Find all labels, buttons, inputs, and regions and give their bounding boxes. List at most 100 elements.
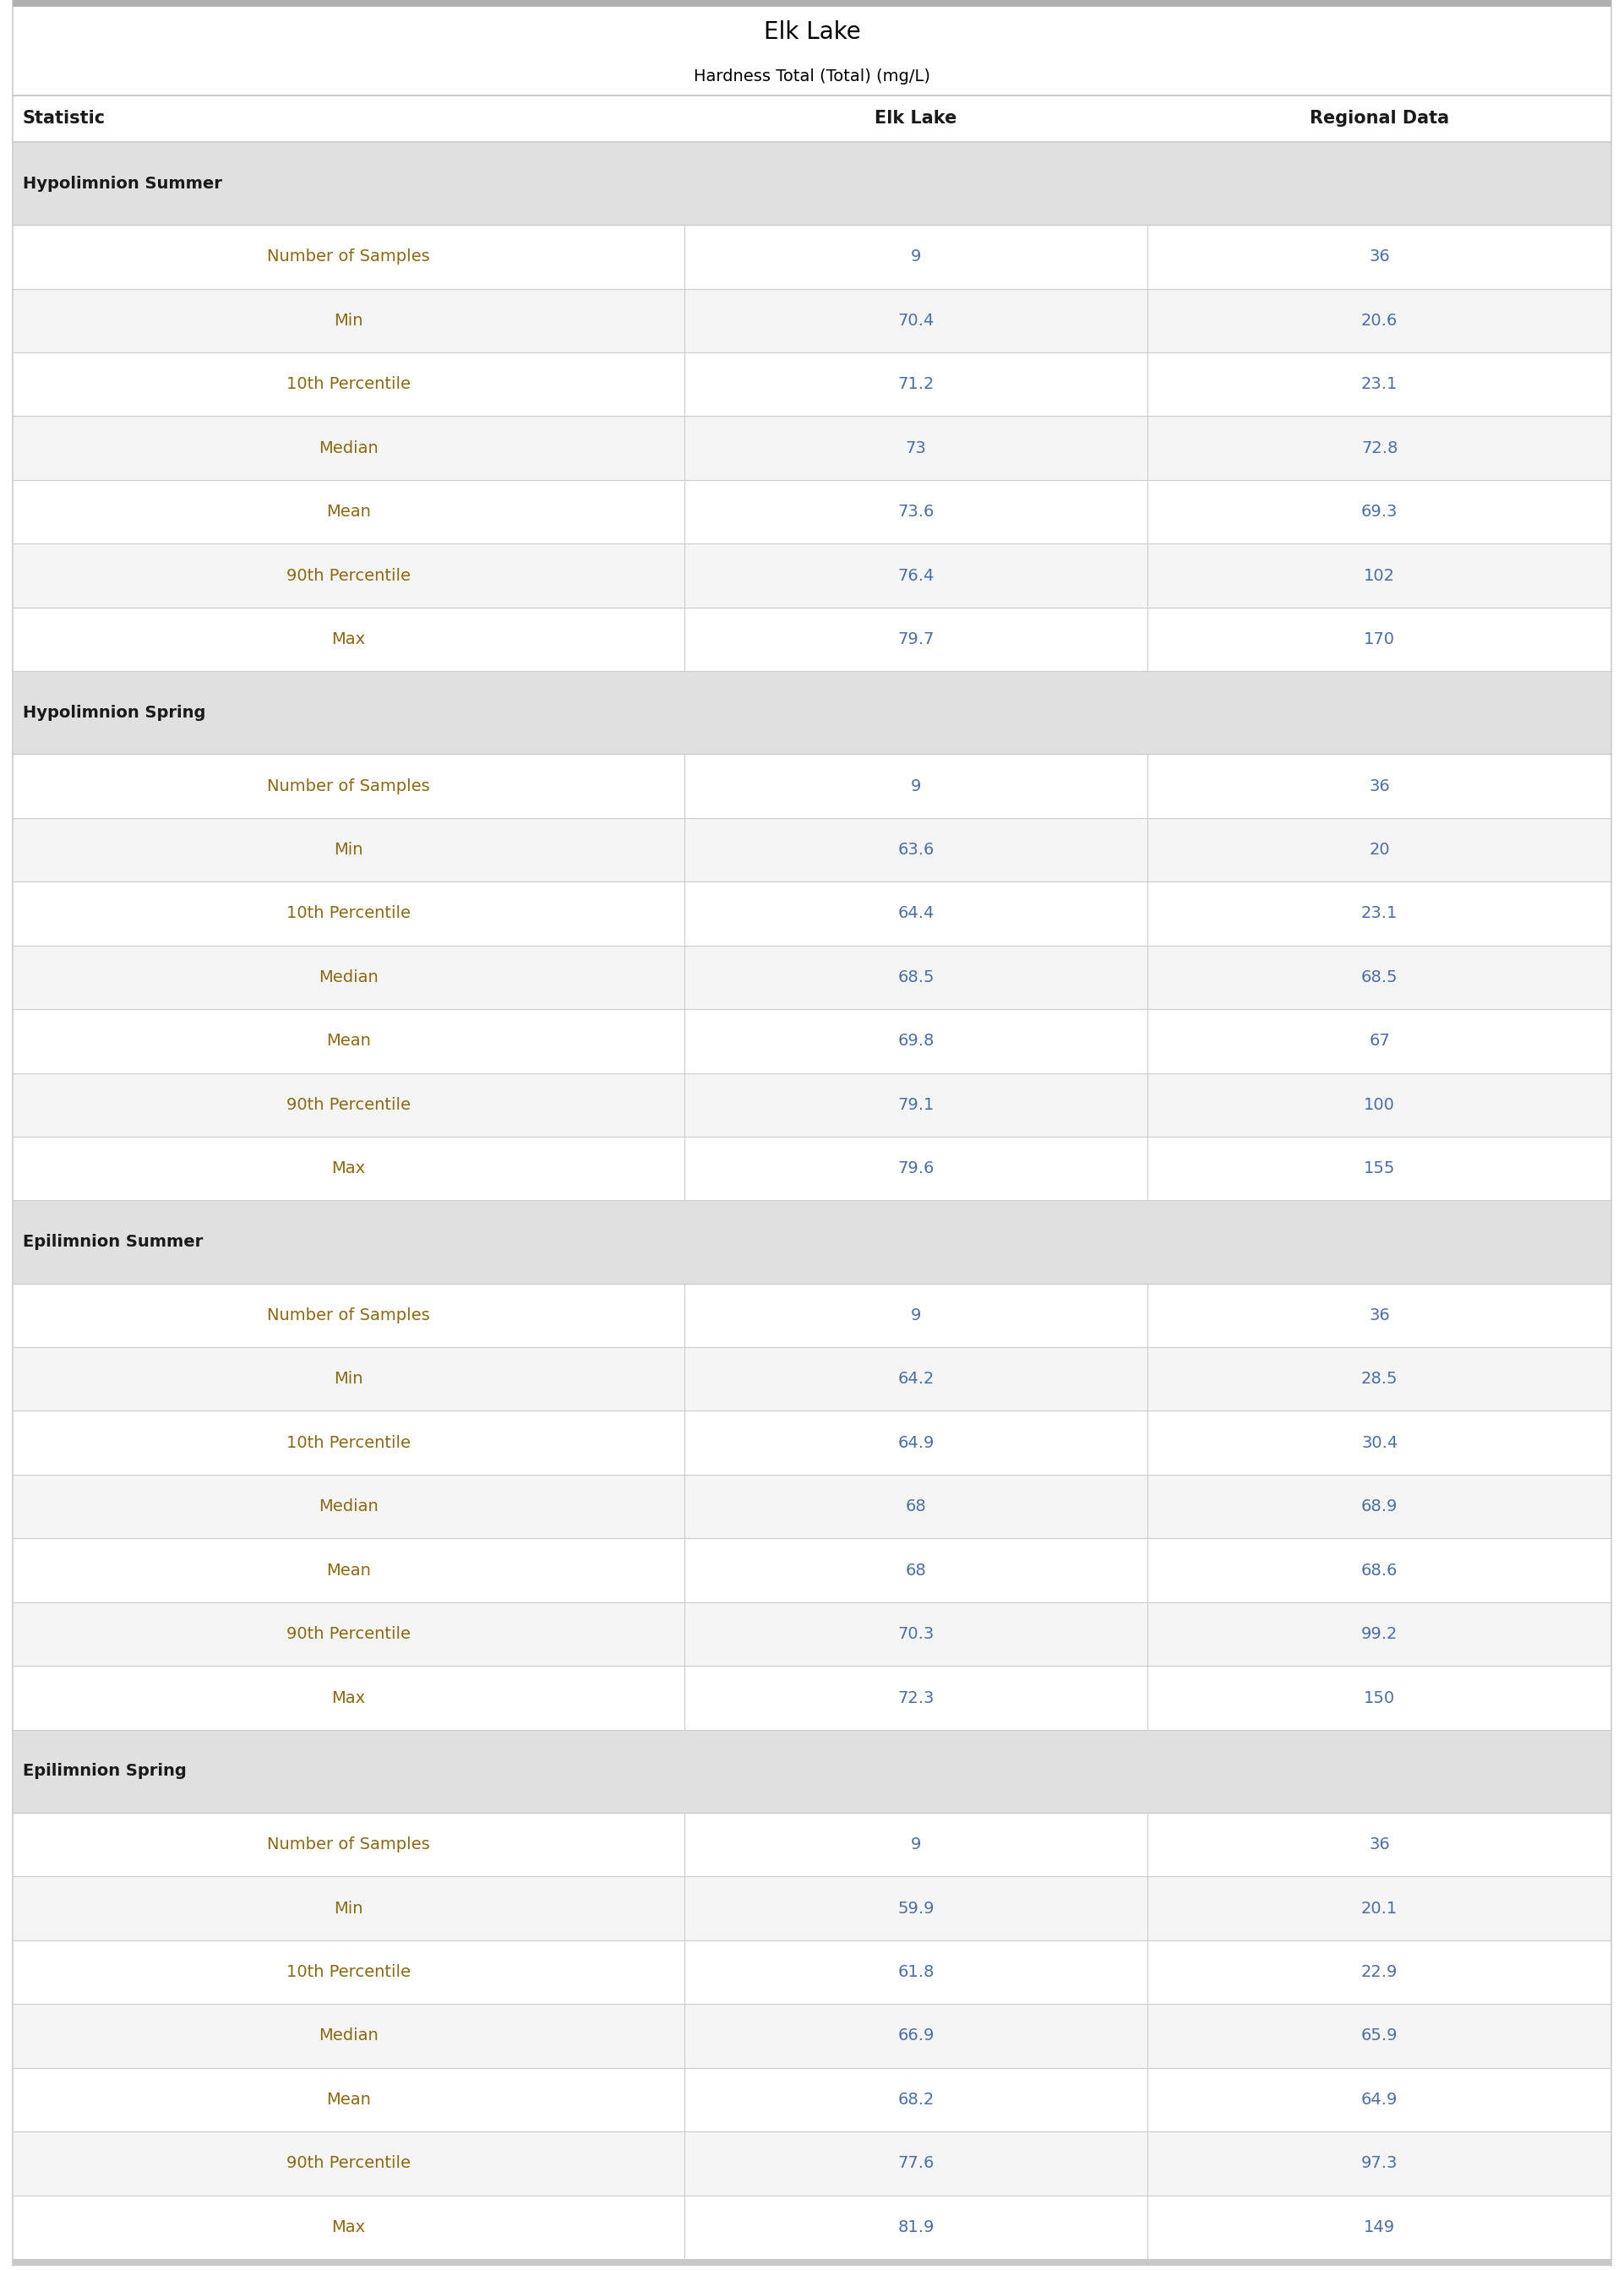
Text: 63.6: 63.6 <box>898 842 934 858</box>
Text: 70.3: 70.3 <box>898 1625 934 1641</box>
Text: Epilimnion Spring: Epilimnion Spring <box>23 1764 187 1780</box>
Text: 72.3: 72.3 <box>898 1689 934 1705</box>
Text: 79.6: 79.6 <box>898 1160 934 1176</box>
Text: 68.2: 68.2 <box>898 2091 934 2107</box>
Text: 149: 149 <box>1364 2220 1395 2236</box>
Text: 77.6: 77.6 <box>898 2154 934 2172</box>
Text: Epilimnion Summer: Epilimnion Summer <box>23 1235 203 1251</box>
Text: Hypolimnion Summer: Hypolimnion Summer <box>23 175 222 191</box>
Text: Regional Data: Regional Data <box>1311 111 1449 127</box>
Text: 97.3: 97.3 <box>1361 2154 1398 2172</box>
Text: Number of Samples: Number of Samples <box>266 1308 430 1323</box>
Bar <box>13 2132 1611 2195</box>
Text: 71.2: 71.2 <box>898 377 934 393</box>
Text: 36: 36 <box>1369 779 1390 794</box>
Text: 61.8: 61.8 <box>898 1964 934 1979</box>
Text: 68.5: 68.5 <box>1361 969 1398 985</box>
Text: 99.2: 99.2 <box>1361 1625 1398 1641</box>
Text: 36: 36 <box>1369 1308 1390 1323</box>
Text: 64.9: 64.9 <box>898 1435 934 1451</box>
Text: Number of Samples: Number of Samples <box>266 250 430 266</box>
Bar <box>13 881 1611 944</box>
Text: 30.4: 30.4 <box>1361 1435 1398 1451</box>
Bar <box>13 817 1611 881</box>
Bar <box>13 1137 1611 1201</box>
Text: 22.9: 22.9 <box>1361 1964 1398 1979</box>
Bar <box>13 1074 1611 1137</box>
Text: 170: 170 <box>1364 631 1395 647</box>
Text: 102: 102 <box>1364 568 1395 583</box>
Text: 10th Percentile: 10th Percentile <box>286 906 411 922</box>
Text: 69.8: 69.8 <box>898 1033 934 1049</box>
Text: 67: 67 <box>1369 1033 1390 1049</box>
Bar <box>13 1010 1611 1074</box>
Bar <box>13 2004 1611 2068</box>
Text: 36: 36 <box>1369 250 1390 266</box>
Text: 65.9: 65.9 <box>1361 2027 1398 2043</box>
Text: 69.3: 69.3 <box>1361 504 1398 520</box>
Text: 64.9: 64.9 <box>1361 2091 1398 2107</box>
Text: Hardness Total (Total) (mg/L): Hardness Total (Total) (mg/L) <box>693 68 931 84</box>
Text: Number of Samples: Number of Samples <box>266 1836 430 1852</box>
Text: Mean: Mean <box>326 1033 370 1049</box>
Bar <box>13 1603 1611 1666</box>
Bar <box>13 944 1611 1010</box>
Text: Mean: Mean <box>326 1562 370 1578</box>
Bar <box>13 7 1611 95</box>
Text: 64.2: 64.2 <box>898 1371 934 1387</box>
Text: 68.9: 68.9 <box>1361 1498 1398 1514</box>
Text: Elk Lake: Elk Lake <box>763 20 861 43</box>
Text: 90th Percentile: 90th Percentile <box>286 1625 411 1641</box>
Text: Min: Min <box>335 1900 364 1916</box>
Text: Max: Max <box>331 1160 365 1176</box>
Text: 90th Percentile: 90th Percentile <box>286 1096 411 1112</box>
Text: 68.6: 68.6 <box>1361 1562 1398 1578</box>
Text: Median: Median <box>318 440 378 456</box>
Text: Max: Max <box>331 1689 365 1705</box>
Text: 66.9: 66.9 <box>898 2027 934 2043</box>
Text: 28.5: 28.5 <box>1361 1371 1398 1387</box>
Bar <box>13 1283 1611 1346</box>
Bar <box>13 1476 1611 1539</box>
Bar <box>13 1201 1611 1283</box>
Text: Mean: Mean <box>326 2091 370 2107</box>
Text: 90th Percentile: 90th Percentile <box>286 568 411 583</box>
Bar <box>13 2259 1611 2265</box>
Text: 68: 68 <box>906 1498 926 1514</box>
Text: Number of Samples: Number of Samples <box>266 779 430 794</box>
Text: Median: Median <box>318 2027 378 2043</box>
Text: 20.1: 20.1 <box>1361 1900 1398 1916</box>
Text: 59.9: 59.9 <box>898 1900 934 1916</box>
Text: 9: 9 <box>911 1308 921 1323</box>
Bar <box>13 1730 1611 1814</box>
Bar <box>13 1814 1611 1877</box>
Text: Median: Median <box>318 969 378 985</box>
Text: 70.4: 70.4 <box>898 313 934 329</box>
Bar <box>13 2195 1611 2259</box>
Bar <box>13 608 1611 672</box>
Bar <box>13 288 1611 352</box>
Bar <box>13 1412 1611 1476</box>
Bar <box>13 352 1611 415</box>
Text: 36: 36 <box>1369 1836 1390 1852</box>
Text: 9: 9 <box>911 1836 921 1852</box>
Bar <box>13 672 1611 754</box>
Text: 10th Percentile: 10th Percentile <box>286 377 411 393</box>
Bar <box>13 1941 1611 2004</box>
Text: 79.1: 79.1 <box>898 1096 934 1112</box>
Bar <box>13 415 1611 479</box>
Text: Min: Min <box>335 313 364 329</box>
Bar <box>13 1666 1611 1730</box>
Text: Min: Min <box>335 842 364 858</box>
Bar <box>13 2068 1611 2132</box>
Text: 73.6: 73.6 <box>898 504 934 520</box>
Text: 79.7: 79.7 <box>898 631 934 647</box>
Bar <box>13 754 1611 817</box>
Text: 150: 150 <box>1364 1689 1395 1705</box>
Text: 90th Percentile: 90th Percentile <box>286 2154 411 2172</box>
Text: 64.4: 64.4 <box>898 906 934 922</box>
Bar <box>13 545 1611 608</box>
Text: 155: 155 <box>1364 1160 1395 1176</box>
Text: 23.1: 23.1 <box>1361 377 1398 393</box>
Text: Min: Min <box>335 1371 364 1387</box>
